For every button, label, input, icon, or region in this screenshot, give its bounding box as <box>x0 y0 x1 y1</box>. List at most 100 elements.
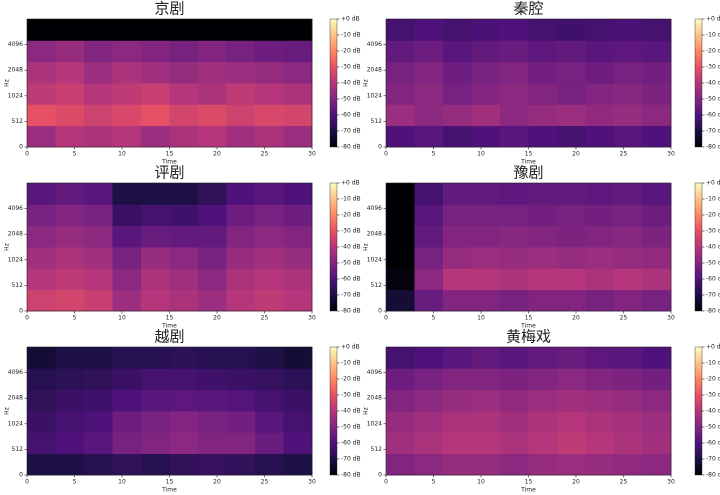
colorbar-tick-label: -80 dB <box>341 472 361 479</box>
y-tick-label: 512 <box>371 446 383 453</box>
heatmap-cell <box>255 19 284 41</box>
heatmap-cell <box>471 389 501 412</box>
colorbar-tick-label: +0 dB <box>341 344 360 351</box>
heatmap-cell <box>642 453 672 476</box>
y-tick-label: 1024 <box>367 256 382 263</box>
heatmap-cell <box>112 125 142 148</box>
colorbar-tick-label: -80 dB <box>706 472 720 479</box>
heatmap-cell <box>642 225 672 248</box>
x-tick-label: 30 <box>308 151 316 158</box>
heatmap-cell <box>255 247 284 269</box>
heatmap-cell <box>27 411 56 433</box>
heatmap-cell <box>55 40 85 63</box>
heatmap-cell <box>283 83 313 105</box>
heatmap-cell <box>255 368 284 391</box>
heatmap-cell <box>557 268 586 291</box>
heatmap-cell <box>443 19 472 41</box>
heatmap-cell <box>642 347 672 369</box>
heatmap-cell <box>226 83 256 105</box>
heatmap-cell <box>112 432 142 455</box>
heatmap-cell <box>226 225 256 248</box>
heatmap-cell <box>169 268 199 291</box>
heatmap-cell <box>528 83 558 105</box>
heatmap-cell <box>614 347 643 369</box>
heatmap-cell <box>27 183 56 205</box>
heatmap-cell <box>386 61 415 84</box>
heatmap-cell <box>226 432 256 455</box>
colorbar-tick-label: -10 dB <box>706 360 720 367</box>
heatmap-cell <box>55 432 85 455</box>
heatmap-cell <box>386 125 415 148</box>
heatmap-cell <box>585 432 615 455</box>
x-tick-label: 0 <box>384 151 388 158</box>
heatmap-cell <box>198 289 227 312</box>
x-tick-label: 10 <box>118 151 126 158</box>
heatmap-cell <box>226 368 256 391</box>
colorbar-tick-label: +0 dB <box>341 16 360 23</box>
heatmap-cell <box>27 389 56 412</box>
heatmap-cell <box>386 411 415 433</box>
heatmap-cell <box>557 104 586 127</box>
heatmap-cell <box>443 61 472 84</box>
colorbar-tick-label: -40 dB <box>706 244 720 251</box>
x-tick-label: 10 <box>477 479 485 486</box>
heatmap-cell <box>642 40 672 63</box>
heatmap-cell <box>528 453 558 476</box>
heatmap-cell <box>27 104 56 127</box>
heatmap-cell <box>226 347 256 369</box>
colorbar-tick-label: -20 dB <box>706 376 720 383</box>
heatmap-cell <box>169 204 199 227</box>
heatmap-cell <box>585 83 615 105</box>
heatmap-cell <box>255 432 284 455</box>
colorbar-tick-label: -30 dB <box>706 392 720 399</box>
chart-title: 越剧 <box>154 328 184 345</box>
heatmap-cell <box>226 389 256 412</box>
heatmap-cell <box>471 183 501 205</box>
heatmap-cell <box>255 347 284 369</box>
heatmap-cell <box>55 204 85 227</box>
subplot: 黄梅戏 0 5 10 15 20 25 30 Time 0 512 1024 2048 4096 Hz +0 … <box>363 328 720 493</box>
heatmap-cell <box>55 19 85 41</box>
y-tick-label: 4096 <box>367 41 382 48</box>
heatmap-cell <box>255 83 284 105</box>
heatmap-cell <box>198 125 227 148</box>
heatmap-cell <box>443 389 472 412</box>
heatmap-cell <box>414 225 444 248</box>
heatmap-cell <box>112 247 142 269</box>
heatmap-cell <box>141 83 170 105</box>
heatmap-cell <box>414 204 444 227</box>
heatmap-cell <box>255 125 284 148</box>
heatmap-cell <box>443 204 472 227</box>
heatmap-cell <box>414 104 444 127</box>
heatmap-cell <box>443 453 472 476</box>
heatmap-cell <box>226 411 256 433</box>
heatmap-cell <box>443 104 472 127</box>
heatmap-cell <box>141 61 170 84</box>
heatmap-cell <box>112 225 142 248</box>
heatmap-cell <box>84 268 113 291</box>
x-tick-label: 30 <box>667 151 675 158</box>
heatmap-cell <box>500 289 529 312</box>
heatmap-cell <box>226 289 256 312</box>
chart-title: 豫剧 <box>513 164 543 181</box>
colorbar-tick-label: -30 dB <box>706 228 720 235</box>
colorbar-tick-label: -60 dB <box>341 112 361 119</box>
heatmap-cell <box>386 347 415 369</box>
heatmap-cell <box>141 347 170 369</box>
heatmap-cell <box>500 83 529 105</box>
y-tick-label: 2048 <box>8 395 23 402</box>
heatmap-cell <box>414 61 444 84</box>
heatmap-cell <box>169 125 199 148</box>
heatmap-cell <box>198 268 227 291</box>
x-tick-label: 15 <box>525 479 533 486</box>
heatmap-cell <box>500 104 529 127</box>
heatmap-cell <box>27 19 56 41</box>
heatmap-cell <box>443 247 472 269</box>
heatmap-cell <box>614 125 643 148</box>
heatmap-cell <box>471 61 501 84</box>
heatmap-cell <box>169 289 199 312</box>
heatmap-cell <box>585 40 615 63</box>
x-tick-label: 10 <box>118 315 126 322</box>
x-axis-label: Time <box>161 487 177 494</box>
y-tick-label: 512 <box>371 282 383 289</box>
